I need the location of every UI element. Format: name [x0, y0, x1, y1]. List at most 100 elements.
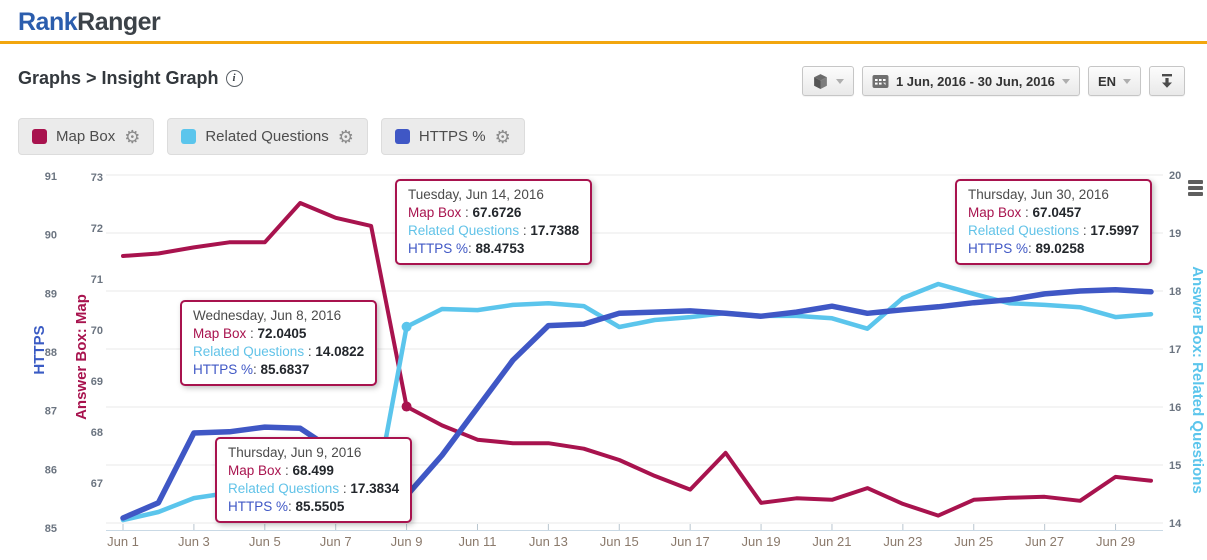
- rq-axis-tick-label: 20: [1169, 170, 1181, 182]
- data-point-marker-related-questions[interactable]: [401, 321, 412, 332]
- tooltip-series-label: Related Questions: [193, 344, 305, 359]
- chart-area: Jun 1 Jun 3 Jun 5 Jun 7 Jun 9 Jun 11 Jun 13 Jun…: [0, 165, 1207, 560]
- map-axis-tick-label: 73: [91, 172, 103, 184]
- date-range-value: 1 Jun, 2016 - 30 Jun, 2016: [895, 73, 1055, 89]
- date-range-picker[interactable]: 1 Jun, 2016 - 30 Jun, 2016: [861, 66, 1080, 96]
- tooltip-row: Map Box : 68.499: [228, 462, 399, 480]
- tooltip-separator: :: [519, 223, 531, 238]
- tooltip-row: Related Questions : 14.0822: [193, 343, 364, 361]
- tooltip-series-label: HTTPS %: [228, 499, 289, 514]
- tooltip-separator: :: [253, 362, 261, 377]
- tooltip-row: HTTPS %: 85.6837: [193, 361, 364, 379]
- logo-text-rank: Rank: [18, 8, 78, 36]
- download-icon: [1162, 74, 1172, 88]
- rq-axis-tick-label: 17: [1169, 344, 1181, 356]
- gear-icon[interactable]: ⚙: [124, 126, 141, 147]
- series-line-https[interactable]: [120, 287, 1154, 521]
- tooltip-value: 17.7388: [530, 223, 580, 238]
- tooltip-value: 89.0258: [1035, 241, 1085, 256]
- tooltip-separator: :: [246, 326, 258, 341]
- x-tick-label: Jun 19: [742, 534, 781, 549]
- https-axis-tick-label: 90: [45, 230, 57, 242]
- hamburger-menu-icon[interactable]: [1188, 180, 1203, 198]
- map-axis-tick-label: 72: [91, 223, 103, 235]
- tooltip-separator: :: [1021, 205, 1033, 220]
- tooltip-value: 85.5505: [295, 499, 345, 514]
- tooltip-series-label: HTTPS %: [193, 362, 254, 377]
- chart-tooltip-tuesday-jun-14-2016: Tuesday, Jun 14, 2016 Map Box : 67.6726 Re…: [395, 179, 593, 265]
- gear-icon[interactable]: ⚙: [494, 126, 511, 147]
- data-point-marker-map-box[interactable]: [401, 401, 412, 412]
- tooltip-separator: :: [339, 481, 351, 496]
- legend-label: Map Box: [56, 128, 116, 145]
- tooltip-row: Map Box : 67.0457: [968, 204, 1139, 222]
- logo-text-ranger: Ranger: [77, 8, 161, 36]
- https-axis-tick-label: 89: [45, 288, 57, 300]
- map-axis-tick-label: 67: [91, 478, 103, 490]
- legend-chip-map-box[interactable]: Map Box ⚙: [18, 118, 155, 155]
- tooltip-date: Tuesday, Jun 14, 2016: [408, 187, 544, 202]
- tooltip-series-label: HTTPS %: [408, 241, 469, 256]
- tooltip-value: 68.499: [292, 463, 334, 478]
- tooltip-value: 17.5997: [1090, 223, 1140, 238]
- tooltip-value: 88.4753: [475, 241, 525, 256]
- calendar-icon: [872, 74, 889, 88]
- tooltip-separator: :: [1079, 223, 1091, 238]
- tooltip-row: HTTPS %: 85.5505: [228, 498, 399, 516]
- x-tick-label: Jun 27: [1025, 534, 1064, 549]
- legend-chip-https[interactable]: HTTPS % ⚙: [380, 118, 525, 155]
- gear-icon[interactable]: ⚙: [337, 126, 354, 147]
- tooltip-separator: :: [304, 344, 316, 359]
- series-line-map-box[interactable]: [121, 201, 1153, 518]
- x-tick-label: Jun 7: [320, 534, 352, 549]
- tooltip-series-label: HTTPS %: [968, 241, 1029, 256]
- x-tick-label: Jun 3: [178, 534, 210, 549]
- tooltip-value: 67.0457: [1032, 205, 1082, 220]
- legend-label: HTTPS %: [418, 128, 486, 145]
- tooltip-row: HTTPS %: 89.0258: [968, 240, 1139, 258]
- https-axis-tick-label: 87: [45, 406, 57, 418]
- tooltip-separator: :: [288, 499, 296, 514]
- package-dropdown-button[interactable]: [801, 66, 854, 96]
- page-title: Graphs > Insight Graph: [18, 67, 219, 88]
- language-value: EN: [1097, 73, 1116, 89]
- tooltip-date: Wednesday, Jun 8, 2016: [193, 308, 342, 323]
- export-button[interactable]: [1149, 66, 1185, 96]
- x-tick-label: Jun 9: [391, 534, 423, 549]
- tooltip-row: Map Box : 67.6726: [408, 204, 579, 222]
- tooltip-series-label: Map Box: [968, 205, 1022, 220]
- rq-axis-tick-label: 15: [1169, 460, 1181, 472]
- breadcrumb-row: Graphs > Insight Graph i: [18, 62, 243, 94]
- language-dropdown-button[interactable]: EN: [1087, 66, 1141, 96]
- tooltip-value: 17.3834: [350, 481, 400, 496]
- tooltip-value: 72.0405: [257, 326, 307, 341]
- tooltip-separator: :: [461, 205, 473, 220]
- tooltip-row: Related Questions : 17.3834: [228, 480, 399, 498]
- rq-axis-tick-label: 16: [1169, 402, 1181, 414]
- x-tick-label: Jun 29: [1096, 534, 1135, 549]
- info-icon[interactable]: i: [225, 69, 243, 87]
- app-header: RankRanger: [0, 0, 1207, 44]
- https-axis-tick-label: 85: [45, 523, 57, 535]
- map-axis-title: Answer Box: Map: [73, 294, 90, 420]
- x-tick-label: Jun 5: [249, 534, 281, 549]
- legend-chip-related-questions[interactable]: Related Questions ⚙: [167, 118, 368, 155]
- tooltip-series-label: Map Box: [228, 463, 282, 478]
- related-questions-swatch: [181, 129, 197, 144]
- map-axis-tick-label: 71: [91, 274, 103, 286]
- https-axis-tick-label: 91: [45, 171, 57, 183]
- rankranger-logo[interactable]: RankRanger: [18, 8, 161, 37]
- tooltip-series-label: Related Questions: [968, 223, 1080, 238]
- tooltip-separator: :: [1028, 241, 1036, 256]
- chart-tooltip-thursday-jun-9-2016: Thursday, Jun 9, 2016 Map Box : 68.499 Rel…: [215, 437, 413, 523]
- tooltip-date: Thursday, Jun 30, 2016: [968, 187, 1109, 202]
- tooltip-series-label: Related Questions: [228, 481, 340, 496]
- tooltip-row: Map Box : 72.0405: [193, 325, 364, 343]
- caret-down-icon: [1061, 78, 1070, 84]
- x-tick-label: Jun 17: [671, 534, 710, 549]
- tooltip-value: 14.0822: [315, 344, 365, 359]
- map-axis-tick-label: 69: [91, 376, 103, 388]
- rq-axis-title: Answer Box: Related Questions: [1189, 266, 1206, 494]
- x-tick-label: Jun 21: [812, 534, 851, 549]
